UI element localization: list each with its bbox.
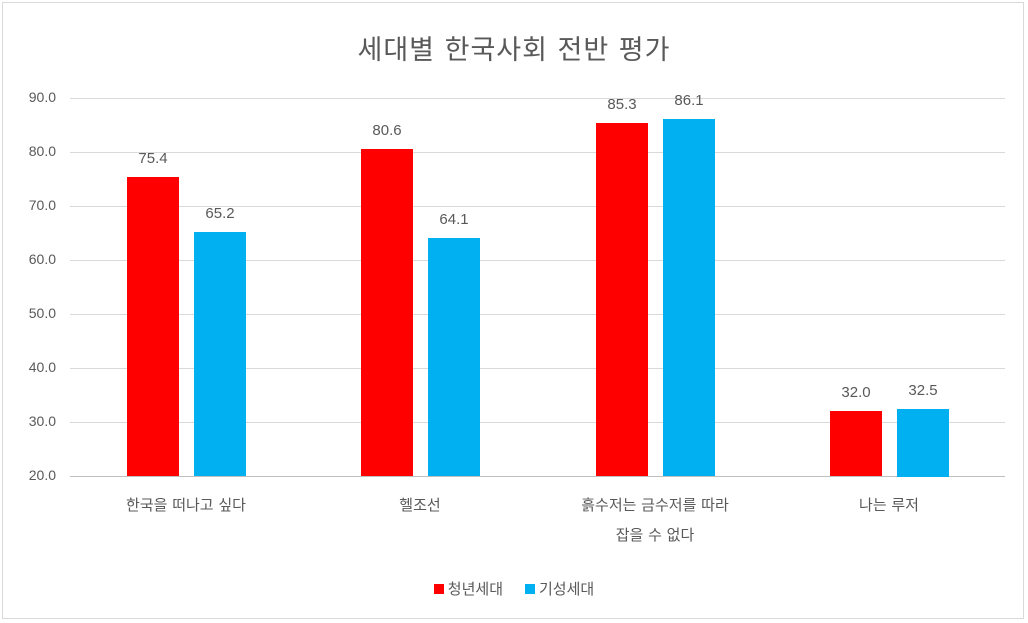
- bar-youth: [361, 149, 413, 476]
- data-label: 32.5: [908, 382, 938, 399]
- y-tick-label: 80.0: [28, 143, 56, 159]
- gridline: [70, 314, 1005, 315]
- data-label: 64.1: [439, 211, 469, 228]
- x-category-label: 흙수저는 금수저를 따라 잡을 수 없다: [581, 496, 729, 544]
- gridline: [70, 152, 1005, 153]
- bar-older: [194, 232, 246, 476]
- y-tick-label: 20.0: [28, 467, 56, 483]
- bar-older: [663, 119, 715, 476]
- bar-youth: [830, 411, 882, 476]
- data-label: 80.6: [372, 122, 402, 139]
- bar-youth: [127, 177, 179, 476]
- legend-swatch-blue: [525, 583, 535, 594]
- bar-older: [897, 409, 949, 477]
- x-category-label: 한국을 떠나고 싶다: [126, 496, 246, 514]
- legend-swatch-red: [433, 583, 444, 594]
- y-tick-label: 90.0: [28, 89, 56, 105]
- x-category-label: 헬조선: [399, 496, 441, 514]
- y-tick-label: 70.0: [28, 197, 56, 213]
- y-tick-label: 50.0: [28, 305, 56, 321]
- x-axis-line: [70, 476, 1005, 477]
- legend-item-older: 기성세대: [525, 578, 594, 599]
- y-tick-label: 30.0: [28, 413, 56, 429]
- gridline: [70, 206, 1005, 207]
- data-label: 32.0: [841, 384, 871, 401]
- gridline: [70, 98, 1005, 99]
- gridline: [70, 422, 1005, 423]
- legend-label: 기성세대: [539, 580, 595, 598]
- bar-older: [428, 238, 480, 476]
- data-label: 86.1: [674, 92, 704, 109]
- chart-title: 세대별 한국사회 전반 평가: [357, 35, 671, 66]
- data-label: 65.2: [205, 205, 235, 222]
- data-label: 75.4: [138, 150, 168, 167]
- y-tick-label: 60.0: [28, 251, 56, 267]
- bar-youth: [596, 123, 648, 476]
- x-category-label: 나는 루저: [859, 496, 919, 514]
- gridline: [70, 260, 1005, 261]
- data-label: 85.3: [607, 96, 637, 113]
- y-tick-label: 40.0: [28, 359, 56, 375]
- legend-label: 청년세대: [447, 580, 503, 598]
- legend-item-youth: 청년세대: [433, 578, 503, 599]
- gridline: [70, 368, 1005, 369]
- legend: 청년세대 기성세대: [0, 578, 1028, 599]
